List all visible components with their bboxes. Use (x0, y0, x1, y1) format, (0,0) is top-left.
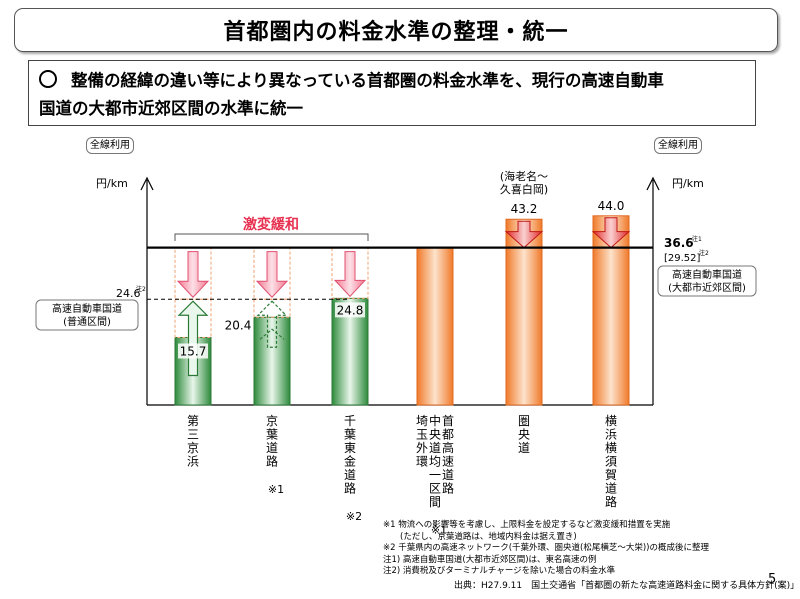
note-1: 注1) 高速自動車国道(大都市近郊区間)は、東名高速の例 (383, 554, 597, 565)
right-ref-value: 36.6 (664, 236, 694, 250)
value-label-1: 20.4 (225, 318, 252, 332)
category-label-char: 均 (429, 455, 441, 469)
relief-down-arrow-icon (176, 251, 210, 298)
category-label-char: 路 (442, 481, 454, 496)
bar-4 (505, 218, 543, 406)
category-label-char: 高 (442, 440, 454, 455)
left-unit-box: 全線利用 (86, 137, 134, 154)
value-label-5: 44.0 (598, 199, 625, 213)
summary-line-2: 国道の大都市近郊区間の水準に統一 (39, 99, 303, 118)
category-label-char: 横 (605, 441, 617, 455)
down-arrow-icon (504, 220, 544, 249)
category-label-char: 第 (187, 414, 199, 428)
left-ref-label-line-1: 高速自動車国道 (52, 302, 122, 315)
left-ref-value: 24.6 (116, 287, 141, 300)
category-label-char: 外 (416, 441, 428, 455)
category-label-char: 埼 (416, 414, 428, 428)
footnote-2: ※2 千葉県内の高速ネットワーク(千葉外環、圏央道(松尾横芝～大栄))の概成後に… (383, 543, 710, 553)
value-label-2: 24.8 (337, 303, 364, 317)
category-label-char: 千 (344, 414, 356, 428)
category-footnote-2: ※2 (346, 510, 362, 523)
right-ref-sub-note: 注2 (699, 249, 709, 257)
note-2: 注2) 消費税及びターミナルチャージを除いた場合の料金水準 (383, 566, 616, 576)
category-label-char: 葉 (344, 428, 356, 442)
right-unit-label: 円/km (672, 177, 704, 190)
relief-down-arrow-icon (333, 251, 367, 298)
right-ref-label-box (657, 265, 757, 297)
relaxation-label: 激変緩和 (243, 216, 299, 233)
page-title: 首都圏内の料金水準の整理・統一 (14, 8, 778, 52)
right-ref-label-line-1: 高速自動車国道 (672, 268, 742, 281)
category-label-char: 間 (429, 495, 441, 509)
right-axis-arrow-icon (646, 176, 660, 191)
category-label-char: 路 (344, 481, 356, 496)
category-label-char: 金 (344, 454, 356, 469)
value-label-bg (335, 302, 365, 318)
category-label-char: 三 (187, 428, 199, 442)
category-label-char: 道 (429, 441, 441, 455)
category-label-char: 道 (518, 441, 530, 455)
right-ref-label-line-2: (大都市近郊区間) (668, 281, 746, 294)
ebina-note-line-2: 久喜白岡) (500, 182, 548, 196)
circle-bullet-icon (39, 70, 57, 88)
category-label-char: 京 (187, 441, 199, 455)
footnotes: ※1 物流への影響等を考慮し、上限料金を設定するなど激変緩和措置を実施 (ただし… (383, 520, 709, 578)
summary-line-1: 整備の経緯の違い等により異なっている首都圏の料金水準を、現行の高速自動車 (71, 71, 664, 90)
category-label-char: 首 (442, 414, 454, 428)
left-ref-label-line-2: (普通区間) (63, 315, 111, 328)
category-label-char: 浜 (605, 428, 617, 442)
category-label-char: 京 (266, 414, 278, 428)
category-label-char: 央 (429, 428, 441, 442)
category-label-char: 葉 (266, 428, 278, 442)
category-label-char: 道 (266, 441, 278, 455)
up-arrow-icon (177, 300, 209, 377)
category-label-char: 道 (442, 468, 454, 482)
left-ref-note: 注2 (136, 285, 146, 293)
category-label-char: 中 (429, 413, 441, 428)
category-label-char: 都 (442, 428, 454, 442)
left-ref-label-box (35, 299, 139, 331)
up-arrow-icon (256, 300, 288, 348)
category-footnote-1: ※1 (268, 483, 284, 496)
source-citation: 出典：H27.9.11 国土交通省「首都圏の新たな高速道路料金に関する具体方針(… (454, 581, 800, 591)
value-label-0: 15.7 (180, 344, 207, 358)
category-label-char: 須 (605, 455, 617, 469)
category-footnote-3: ※1 (431, 524, 447, 537)
category-label-char: 浜 (187, 455, 199, 469)
bar-1 (253, 316, 291, 406)
summary-box: 整備の経緯の違い等により異なっている首都圏の料金水準を、現行の高速自動車 国道の… (28, 60, 756, 126)
category-label-char: 路 (605, 494, 617, 509)
category-label-char: 一 (429, 468, 441, 482)
category-label-char: 区 (429, 482, 441, 496)
category-label-char: 玉 (416, 428, 428, 442)
relaxation-bracket (174, 233, 369, 241)
category-label-char: 横 (605, 414, 617, 428)
category-label-char: 道 (344, 468, 356, 482)
value-label-4: 43.2 (511, 202, 538, 216)
relief-down-arrow-icon (255, 251, 289, 298)
category-label-char: 央 (518, 428, 530, 442)
ebina-note-line-1: (海老名～ (500, 169, 548, 183)
right-ref-sub-value: [29.52] (664, 253, 701, 264)
footnote-1b: (ただし、京葉道路は、地域内料金は据え置き) (383, 531, 577, 542)
down-arrow-icon (591, 217, 631, 249)
category-label-char: 路 (266, 454, 278, 469)
right-unit-box: 全線利用 (654, 137, 702, 154)
category-label-char: 賀 (605, 468, 617, 482)
right-ref-note: 注1 (692, 235, 702, 243)
category-label-char: 圏 (518, 414, 530, 428)
bar-3 (416, 247, 454, 406)
left-axis-arrow-icon (140, 176, 154, 191)
footnote-1: ※1 物流への影響等を考慮し、上限料金を設定するなど激変緩和措置を実施 (383, 520, 671, 530)
category-label-char: 東 (344, 441, 356, 455)
value-label-bg (178, 343, 208, 359)
category-label-char: 環 (416, 455, 428, 469)
left-unit-label: 円/km (96, 177, 128, 190)
category-label-char: 速 (442, 455, 454, 469)
page-number: 5 (768, 572, 777, 587)
category-label-char: 道 (605, 482, 617, 496)
up-arrow-icon (259, 328, 285, 340)
